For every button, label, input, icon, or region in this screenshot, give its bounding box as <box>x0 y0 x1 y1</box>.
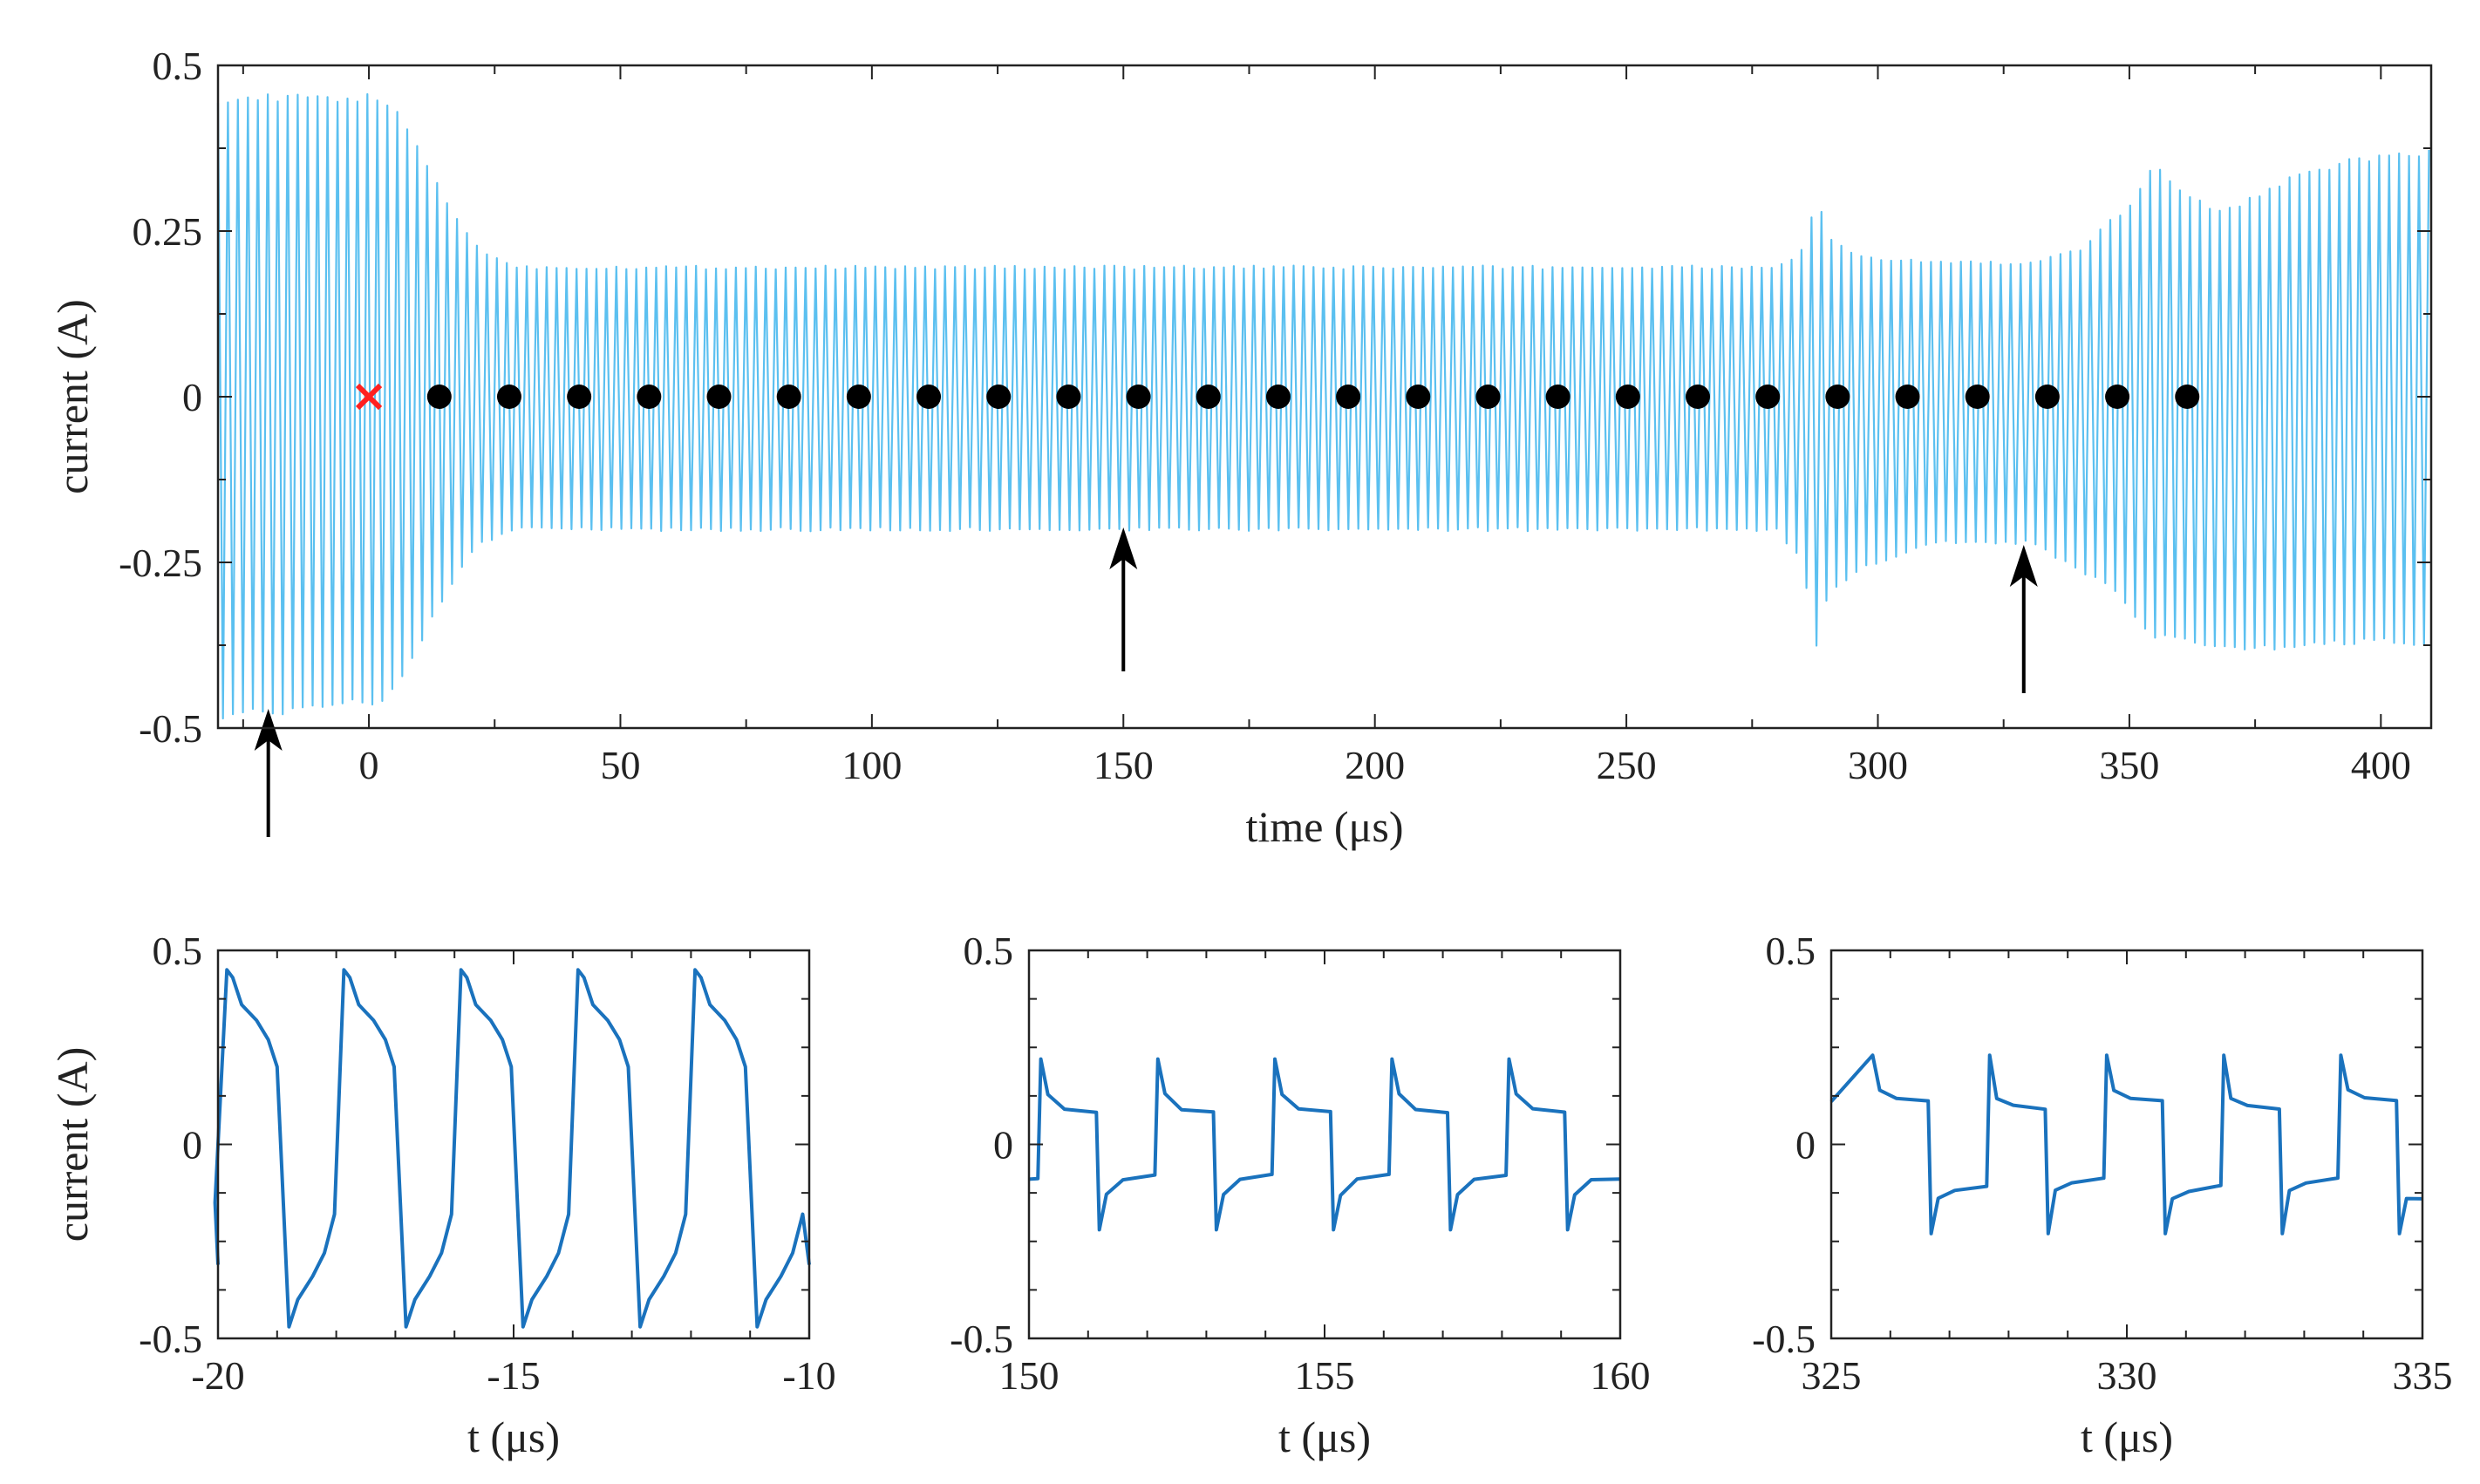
inset1-trace <box>213 968 811 1329</box>
x-tick-label: 100 <box>841 743 902 787</box>
cycle-dot-marker <box>1336 385 1361 409</box>
inset-3-plot-frame <box>1829 949 2424 1340</box>
x-tick-label: 0 <box>359 743 379 787</box>
cycle-dot-marker <box>496 385 521 409</box>
cycle-dot-marker <box>1056 385 1081 409</box>
y-tick-label: 0.5 <box>1766 929 1816 973</box>
cycle-dot-marker <box>1126 385 1151 409</box>
inset-3-x-axis-label: t (μs) <box>2081 1413 2173 1461</box>
y-tick-label: -0.5 <box>139 706 202 751</box>
inset-1-axis-ticks: -20 -15 -10 -0.5 0 0.5 <box>139 929 835 1398</box>
main-signal-line <box>216 92 2430 720</box>
inset-chart-3: 325 330 335 -0.5 0 0.5 t (μs) <box>1752 929 2452 1461</box>
inset-1-x-axis-label: t (μs) <box>467 1413 560 1461</box>
cycle-dot-marker <box>2034 385 2060 409</box>
arrow-annotations <box>254 528 2038 837</box>
x-tick-label: 300 <box>1848 743 1908 787</box>
main-y-axis-label: current (A) <box>48 299 97 494</box>
inset-3-signal-line <box>1829 1053 2423 1236</box>
y-tick-label: 0.5 <box>964 929 1014 973</box>
cycle-dot-marker <box>1685 385 1710 409</box>
y-tick-label: -0.25 <box>119 541 202 585</box>
main-axis-ticks: 0 50 100 150 200 250 300 350 400 -0.5 -0.25 0 0.25 0.… <box>119 44 2431 787</box>
cycle-dot-marker <box>637 385 662 409</box>
cycle-dot-marker <box>1965 385 1990 409</box>
cycle-dot-marker <box>846 385 871 409</box>
x-tick-label: 150 <box>1094 743 1154 787</box>
arrow-head <box>1109 528 1138 569</box>
inset3-trace <box>1829 1053 2423 1236</box>
cycle-dot-marker <box>1196 385 1221 409</box>
x-tick-label: 160 <box>1591 1353 1651 1398</box>
y-tick-label: 0 <box>1795 1123 1816 1167</box>
inset-2-plot-frame <box>1027 949 1622 1340</box>
y-tick-label: 0 <box>993 1123 1013 1167</box>
y-tick-label: 0.5 <box>153 929 203 973</box>
inset-chart-1: -20 -15 -10 -0.5 0 0.5 t (μs) current (A) <box>48 929 836 1461</box>
x-tick-label: 400 <box>2351 743 2411 787</box>
x-tick-label: -10 <box>782 1353 835 1398</box>
cycle-dot-marker <box>1615 385 1640 409</box>
y-tick-label: 0.25 <box>133 209 203 254</box>
cycle-dot-marker <box>2175 385 2200 409</box>
inset-1-y-axis-label: current (A) <box>48 1047 97 1242</box>
cycle-dot-marker <box>1755 385 1781 409</box>
cycle-dot-marker <box>776 385 801 409</box>
x-tick-label: -20 <box>191 1353 244 1398</box>
cycle-dot-marker <box>1545 385 1570 409</box>
main-signal-trace <box>216 92 2430 720</box>
x-tick-label: 150 <box>999 1353 1059 1398</box>
inset-2-signal-line <box>1028 1057 1621 1232</box>
arrow-head <box>254 709 283 751</box>
cycle-dot-marker <box>1825 385 1850 409</box>
cycle-markers <box>355 383 2200 411</box>
y-tick-label: -0.5 <box>950 1317 1013 1361</box>
cycle-dot-marker <box>1475 385 1501 409</box>
y-tick-label: 0 <box>182 375 202 419</box>
cycle-dot-marker <box>426 385 452 409</box>
cycle-dot-marker <box>1895 385 1920 409</box>
y-tick-label: -0.5 <box>139 1317 202 1361</box>
x-tick-label: 200 <box>1345 743 1405 787</box>
x-tick-label: 50 <box>600 743 640 787</box>
x-tick-label: 250 <box>1597 743 1657 787</box>
x-tick-label: 335 <box>2393 1353 2453 1398</box>
cycle-dot-marker <box>2105 385 2130 409</box>
inset-3-axis-ticks: 325 330 335 -0.5 0 0.5 <box>1752 929 2452 1398</box>
x-tick-label: 155 <box>1295 1353 1355 1398</box>
main-chart-panel: 0 50 100 150 200 250 300 350 400 -0.5 -0.25 0 0.25 0.… <box>48 44 2433 851</box>
arrow-head <box>2009 545 2038 587</box>
cycle-dot-marker <box>916 385 942 409</box>
y-tick-label: 0 <box>182 1123 202 1167</box>
main-x-axis-label: time (μs) <box>1246 802 1404 851</box>
cycle-dot-marker <box>706 385 732 409</box>
x-tick-label: 330 <box>2097 1353 2157 1398</box>
y-tick-label: 0.5 <box>153 44 203 88</box>
cycle-dot-marker <box>986 385 1012 409</box>
cycle-dot-marker <box>567 385 592 409</box>
inset-2-x-axis-label: t (μs) <box>1278 1413 1371 1461</box>
y-tick-label: -0.5 <box>1752 1317 1816 1361</box>
inset-chart-2: 150 155 160 -0.5 0 0.5 t (μs) <box>950 929 1650 1461</box>
x-tick-label: 325 <box>1802 1353 1862 1398</box>
inset-1-signal-line <box>213 968 811 1329</box>
cycle-dot-marker <box>1406 385 1431 409</box>
cycle-dot-marker <box>1265 385 1291 409</box>
x-tick-label: -15 <box>487 1353 540 1398</box>
x-tick-label: 350 <box>2099 743 2159 787</box>
inset2-trace <box>1028 1057 1621 1232</box>
inset-2-axis-ticks: 150 155 160 -0.5 0 0.5 <box>950 929 1650 1398</box>
start-marker-cross <box>355 383 383 411</box>
